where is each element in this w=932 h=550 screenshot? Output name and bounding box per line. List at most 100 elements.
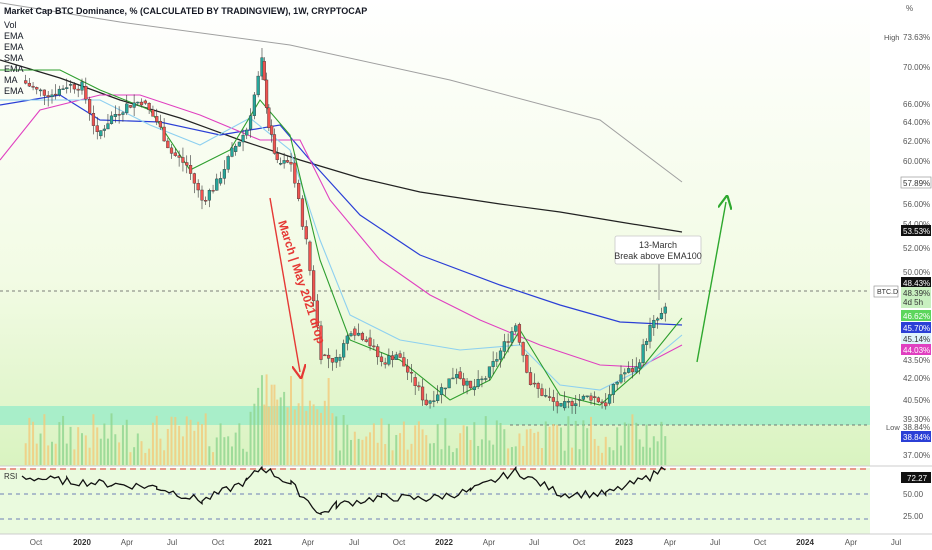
volume-bar xyxy=(43,414,46,465)
volume-bar xyxy=(323,400,326,465)
candle-body xyxy=(540,388,544,396)
candle-body xyxy=(551,397,555,402)
volume-bar xyxy=(238,423,241,465)
candle-body xyxy=(544,395,548,397)
x-tick: Jul xyxy=(891,538,901,547)
btc-d-value: 48.43% xyxy=(903,279,930,288)
volume-bar xyxy=(148,448,151,465)
candle-body xyxy=(192,173,196,184)
y-tick: 42.00% xyxy=(903,374,930,383)
y-tick: 70.00% xyxy=(903,63,930,72)
volume-bar xyxy=(118,442,121,465)
volume-bar xyxy=(99,438,102,465)
candle-body xyxy=(406,365,410,373)
candle-body xyxy=(102,128,106,131)
candle-body xyxy=(88,98,92,114)
candle-body xyxy=(502,341,506,352)
candle-body xyxy=(300,198,305,227)
volume-bar xyxy=(166,428,169,465)
volume-bar xyxy=(279,397,282,465)
candle-body xyxy=(455,374,459,379)
volume-bar xyxy=(369,432,372,465)
volume-bar xyxy=(174,417,177,465)
volume-bar xyxy=(518,433,521,465)
volume-bar xyxy=(181,436,184,465)
time-axis[interactable]: Oct 2020 Apr Jul Oct 2021 Apr Jul Oct 20… xyxy=(30,538,902,547)
candle-body xyxy=(491,361,495,367)
candles xyxy=(24,48,667,415)
ema-magenta-2-tag: 43.50% xyxy=(903,356,930,365)
ma-200-tag: 53.53% xyxy=(903,227,930,236)
candle-body xyxy=(128,105,133,108)
candle-body xyxy=(338,356,342,361)
volume-bar xyxy=(178,425,181,465)
volume-bar xyxy=(200,424,203,465)
price-axis-bg[interactable] xyxy=(870,0,932,550)
candle-body xyxy=(143,100,147,104)
ma-gray-line xyxy=(0,2,683,183)
indicator-ema[interactable]: EMA xyxy=(4,31,24,41)
candle-body xyxy=(181,157,185,163)
volume-bar xyxy=(664,436,667,465)
candle-body xyxy=(248,115,253,130)
candle-body xyxy=(185,162,189,166)
support-tag: 39.30% xyxy=(903,415,930,424)
volume-bar xyxy=(417,421,420,465)
candle-body xyxy=(158,120,163,128)
volume-bar xyxy=(638,439,641,465)
candle-body xyxy=(413,377,417,386)
btc-d-value-bg xyxy=(901,277,931,288)
candle-body xyxy=(536,383,540,389)
candle-body xyxy=(50,94,54,98)
volume-bar xyxy=(335,416,338,465)
candle-body xyxy=(656,318,660,321)
volume-bar xyxy=(283,391,286,465)
volume-bar xyxy=(522,445,525,465)
volume-bar xyxy=(346,424,349,465)
candle-body xyxy=(630,368,635,373)
candle-body xyxy=(487,366,492,378)
candle-body xyxy=(555,401,559,407)
candle-body xyxy=(432,400,436,402)
candle-body xyxy=(91,113,96,126)
candle-body xyxy=(323,354,327,357)
candle-body xyxy=(593,396,597,398)
candle-body xyxy=(495,359,499,362)
indicator-ema[interactable]: EMA xyxy=(4,86,24,96)
candle-body xyxy=(663,306,667,314)
y-tick: 37.00% xyxy=(903,451,930,460)
indicator-vol[interactable]: Vol xyxy=(4,20,17,30)
candle-body xyxy=(237,141,241,147)
indicator-ema[interactable]: EMA xyxy=(4,42,24,52)
volume-bar xyxy=(429,443,432,465)
x-tick: Apr xyxy=(302,538,315,547)
volume-bar xyxy=(338,450,341,465)
candle-body xyxy=(521,342,525,356)
volume-bar xyxy=(495,420,498,465)
candle-body xyxy=(46,95,50,98)
candle-body xyxy=(510,331,514,343)
volume-bar xyxy=(286,407,289,465)
volume-bar xyxy=(492,444,495,465)
volume-bar xyxy=(24,443,27,465)
candle-body xyxy=(222,169,226,179)
candle-body xyxy=(439,387,444,396)
volume-bar xyxy=(451,452,454,465)
x-tick: Jul xyxy=(349,538,359,547)
candle-body xyxy=(387,355,391,365)
indicator-ma[interactable]: MA xyxy=(4,75,18,85)
candle-body xyxy=(65,87,69,89)
btc-d-tag-bg xyxy=(873,285,899,298)
ema-lightblue-line xyxy=(0,99,683,391)
candle-body xyxy=(659,313,664,319)
volume-bar xyxy=(230,446,233,465)
volume-bar xyxy=(488,440,491,465)
candle-body xyxy=(234,145,238,152)
candle-body xyxy=(282,160,286,164)
indicator-ema[interactable]: EMA xyxy=(4,64,24,74)
volume-bar xyxy=(372,423,375,465)
volume-bar xyxy=(320,412,323,465)
indicator-sma[interactable]: SMA xyxy=(4,53,24,63)
volume-bar xyxy=(260,375,263,465)
